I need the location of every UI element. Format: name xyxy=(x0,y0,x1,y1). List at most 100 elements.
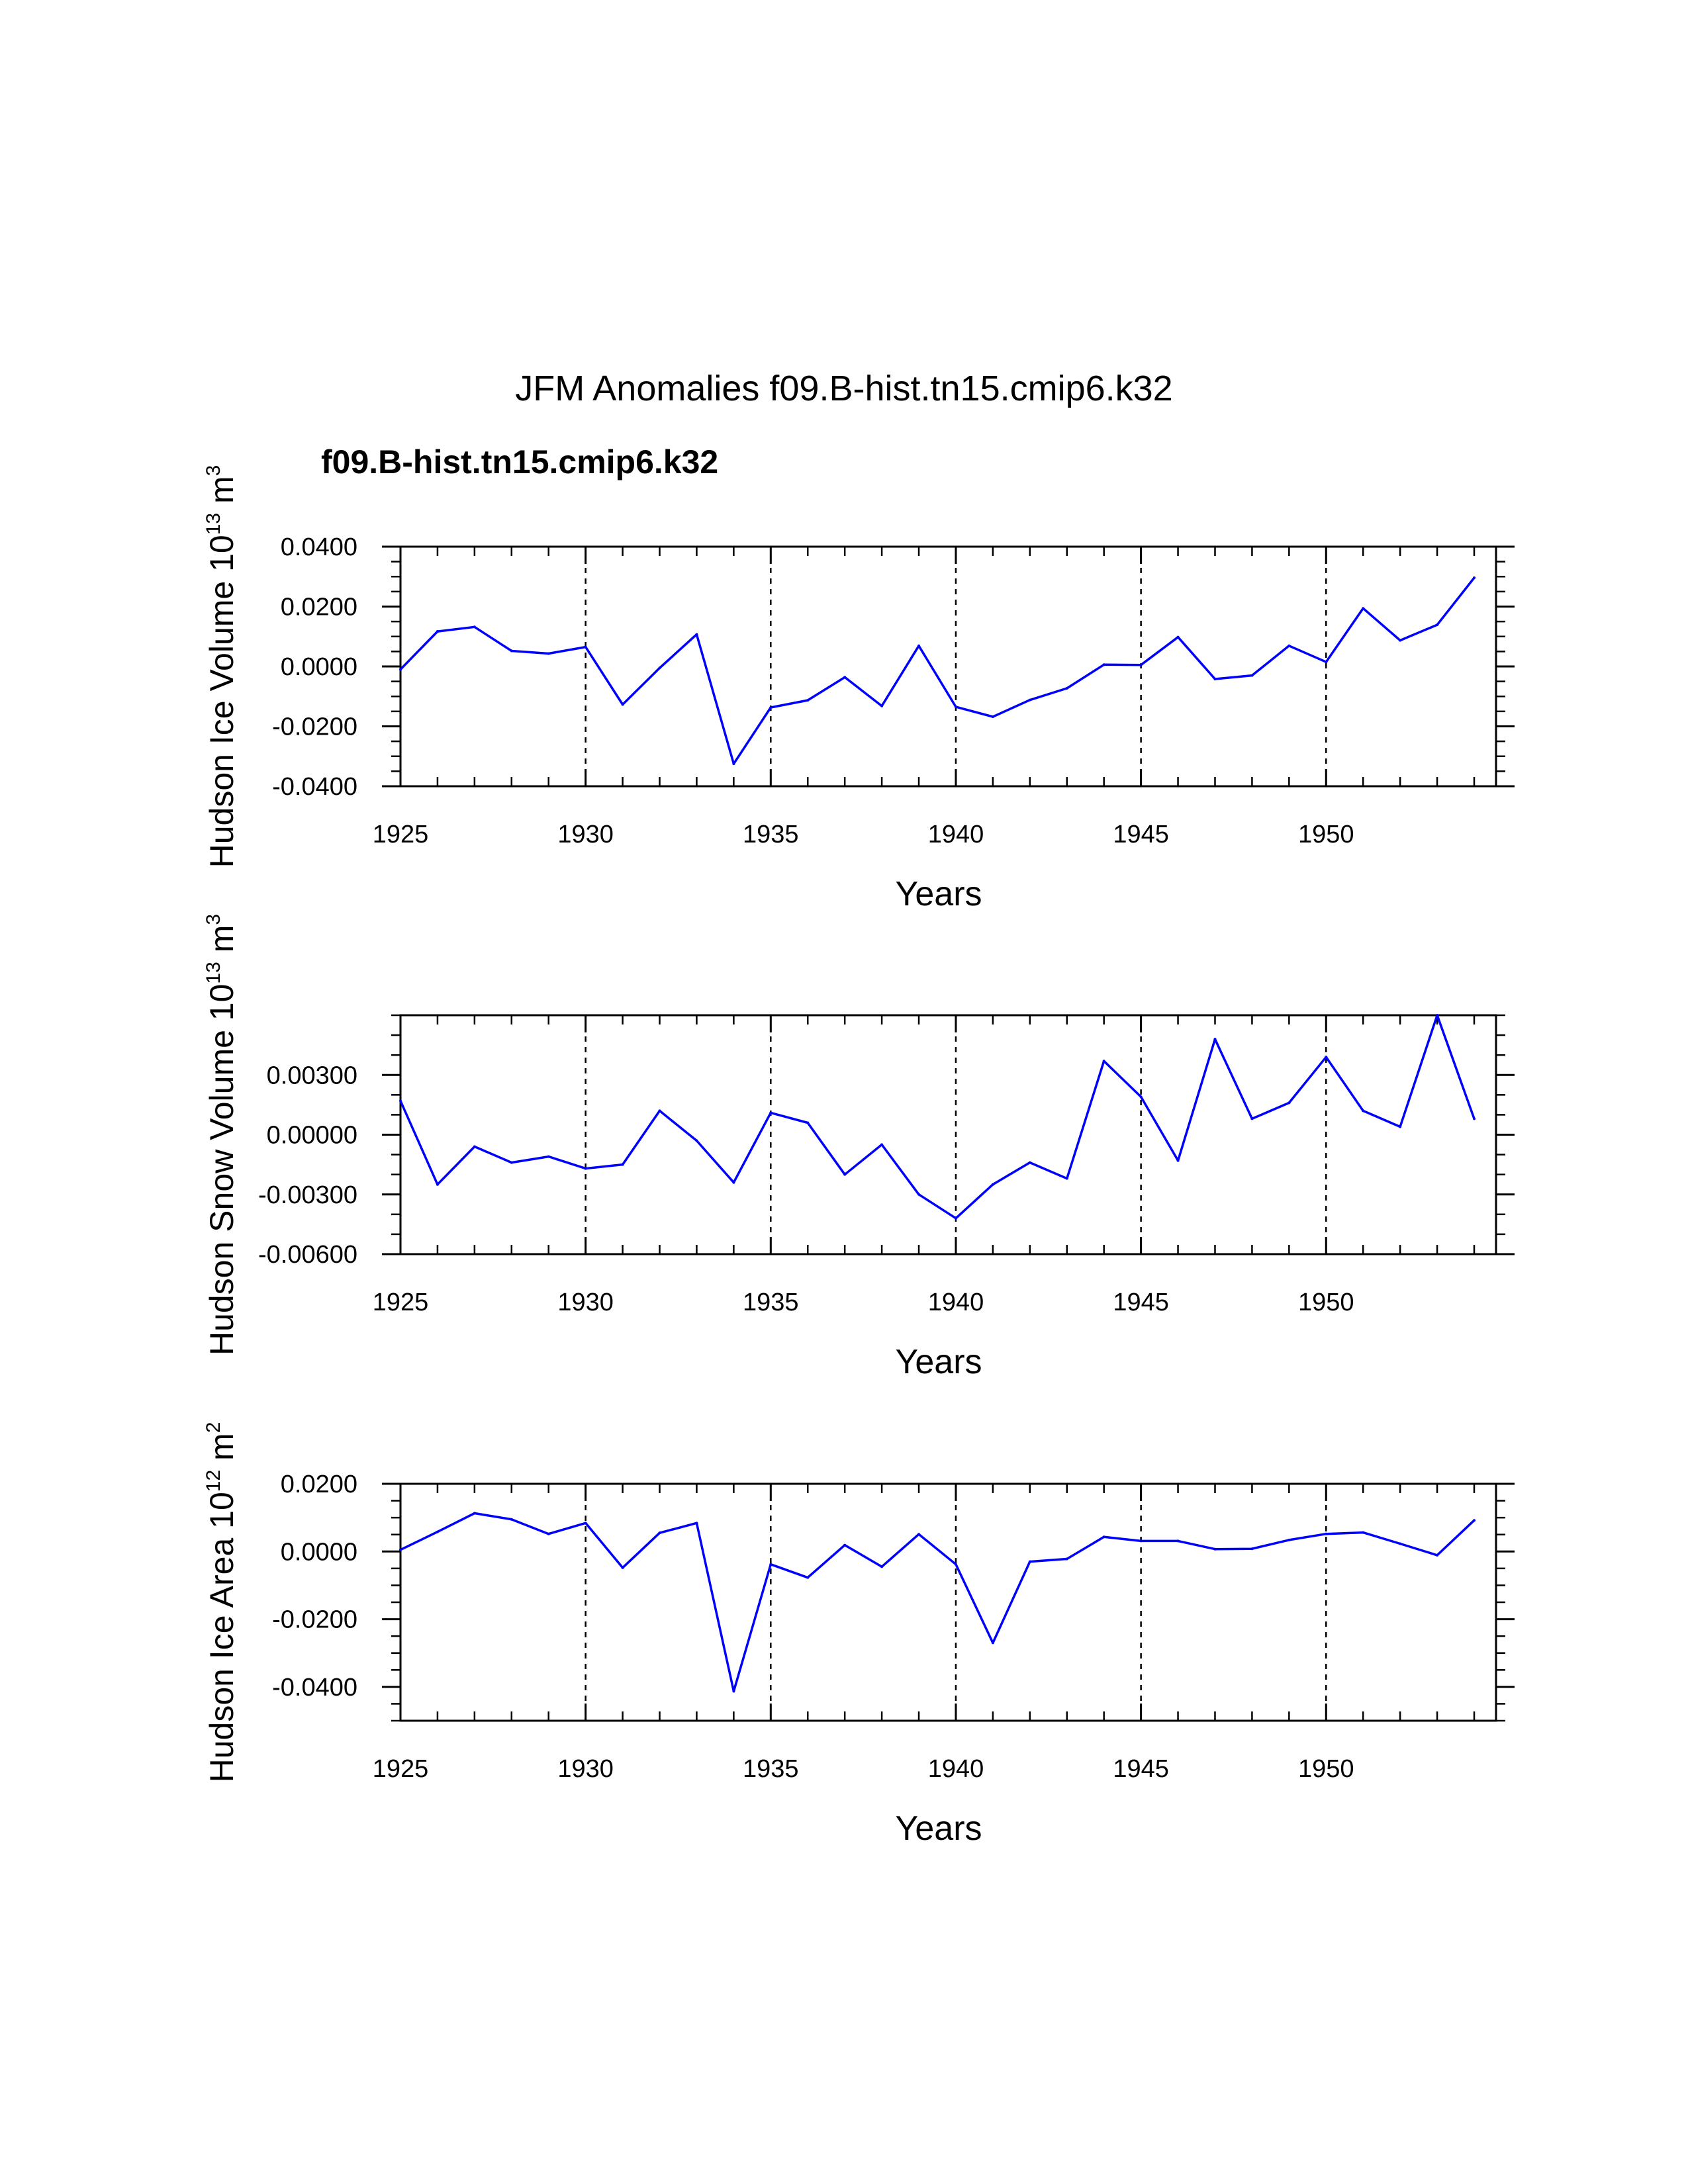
figure-title: JFM Anomalies f09.B-hist.tn15.cmip6.k32 xyxy=(515,369,1172,408)
y-axis-label: Hudson Ice Volume 1013 m3 xyxy=(203,465,240,868)
x-tick-label: 1935 xyxy=(743,1755,799,1783)
data-point xyxy=(547,1532,550,1535)
data-point xyxy=(880,1143,884,1146)
axes-frame xyxy=(399,1014,1497,1255)
data-point xyxy=(658,1109,661,1113)
y-tick-label: 0.0400 xyxy=(281,533,357,561)
axes-frame xyxy=(399,545,1497,788)
data-point xyxy=(584,1167,587,1170)
data-point xyxy=(1399,1542,1402,1545)
data-point xyxy=(806,1576,810,1579)
data-point xyxy=(843,676,847,679)
data-point xyxy=(1362,1531,1365,1534)
data-point xyxy=(732,762,735,766)
chart-panel-3: 1925 1930 1935 1940 1945 1950 -0.0400 -0.0200 0.… xyxy=(203,1422,1515,1848)
x-tick-label: 1930 xyxy=(557,821,614,848)
data-point xyxy=(806,699,810,702)
x-tick-label: 1930 xyxy=(557,1289,614,1316)
data-point xyxy=(695,633,698,636)
data-point xyxy=(1102,1535,1105,1539)
data-point xyxy=(695,1522,698,1525)
data-point xyxy=(1288,1538,1291,1541)
y-tick-label: -0.0400 xyxy=(272,1674,357,1702)
data-point xyxy=(1250,1547,1254,1551)
data-point xyxy=(1028,698,1031,702)
x-tick-label: 1940 xyxy=(928,1289,984,1316)
data-point xyxy=(1028,1560,1031,1563)
data-point xyxy=(1176,635,1180,639)
data-point xyxy=(843,1173,847,1176)
series-line xyxy=(400,1512,1476,1693)
data-point xyxy=(399,1099,402,1103)
data-point xyxy=(991,715,994,719)
x-tick-label: 1950 xyxy=(1298,1289,1354,1316)
data-point xyxy=(1250,1117,1254,1120)
data-point xyxy=(769,1111,773,1115)
data-point xyxy=(1473,576,1476,580)
data-point xyxy=(1436,1014,1439,1017)
y-tick-label: -0.0200 xyxy=(272,1606,357,1634)
data-point xyxy=(1065,687,1068,690)
data-point xyxy=(473,625,476,629)
data-point xyxy=(436,1530,439,1533)
data-point xyxy=(917,1193,921,1196)
data-point xyxy=(1250,674,1254,677)
chart-panel-1: 1925 1930 1935 1940 1945 1950 -0.0400 -0.0200 0.… xyxy=(203,465,1515,913)
x-tick-label: 1945 xyxy=(1113,1289,1169,1316)
data-point xyxy=(1139,1539,1143,1543)
y-tick-label: 0.00300 xyxy=(267,1062,357,1089)
data-point xyxy=(621,1566,624,1569)
data-point xyxy=(880,1565,884,1569)
data-point xyxy=(732,1181,735,1184)
data-point xyxy=(1065,1557,1068,1561)
data-point xyxy=(1139,1095,1143,1099)
y-tick-label: -0.0200 xyxy=(272,713,357,741)
x-tick-label: 1925 xyxy=(373,821,429,848)
data-point xyxy=(695,1139,698,1142)
data-point xyxy=(658,666,661,670)
data-point xyxy=(806,1121,810,1124)
y-axis-label: Hudson Snow Volume 1013 m3 xyxy=(203,914,240,1355)
series-line xyxy=(399,1014,1476,1220)
data-point xyxy=(1176,1159,1180,1162)
series-line xyxy=(399,577,1476,765)
data-point xyxy=(510,1518,513,1521)
data-point xyxy=(1288,644,1291,647)
data-point xyxy=(954,1216,957,1220)
x-tick-label: 1950 xyxy=(1298,1755,1354,1783)
x-tick-label: 1935 xyxy=(743,1289,799,1316)
data-point xyxy=(954,705,957,709)
x-tick-label: 1940 xyxy=(928,821,984,848)
x-tick-label: 1950 xyxy=(1298,821,1354,848)
x-tick-label: 1945 xyxy=(1113,1755,1169,1783)
data-point xyxy=(399,1548,402,1551)
x-axis-label: Years xyxy=(895,1343,982,1381)
data-point xyxy=(880,704,884,707)
y-tick-label: 0.0200 xyxy=(281,594,357,621)
data-point xyxy=(584,645,587,649)
panels: 1925 1930 1935 1940 1945 1950 -0.0400 -0.0200 0.… xyxy=(203,465,1515,1848)
series-label: f09.B-hist.tn15.cmip6.k32 xyxy=(321,443,718,480)
x-tick-label: 1930 xyxy=(557,1755,614,1783)
data-point xyxy=(1473,1117,1476,1120)
x-axis-label: Years xyxy=(895,1809,982,1848)
data-point xyxy=(991,1641,994,1645)
data-point xyxy=(1288,1101,1291,1105)
data-point xyxy=(547,652,550,655)
data-point xyxy=(1362,607,1365,610)
data-point xyxy=(1213,678,1217,681)
data-point xyxy=(732,1690,735,1693)
data-point xyxy=(621,1163,624,1166)
data-point xyxy=(436,1183,439,1186)
data-point xyxy=(584,1522,587,1525)
y-tick-label: 0.0000 xyxy=(281,1538,357,1566)
data-point xyxy=(1176,1539,1180,1543)
x-tick-label: 1935 xyxy=(743,821,799,848)
y-tick-label: -0.0400 xyxy=(272,773,357,801)
y-axis-label: Hudson Ice Area 1012 m2 xyxy=(203,1422,240,1783)
y-tick-label: 0.0200 xyxy=(281,1471,357,1498)
data-point xyxy=(510,1161,513,1164)
x-tick-label: 1925 xyxy=(373,1289,429,1316)
data-point xyxy=(769,705,773,709)
